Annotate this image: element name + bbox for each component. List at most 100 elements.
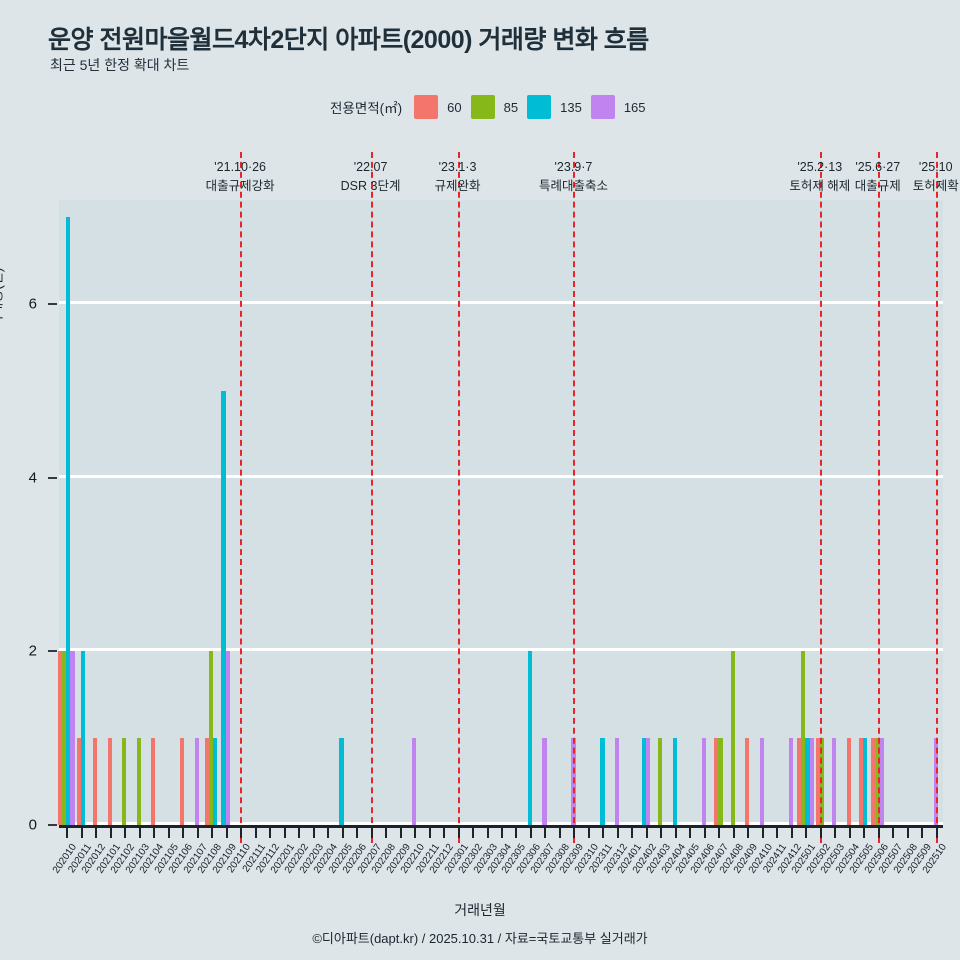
x-tick-202310 [587, 825, 590, 838]
x-tick-202302 [472, 825, 475, 838]
bar-202102-85[interactable] [122, 738, 127, 825]
bar-202503-165[interactable] [832, 738, 837, 825]
x-tick-202509 [921, 825, 924, 838]
bar-202109-135[interactable] [221, 390, 226, 825]
x-tick-202311 [602, 825, 605, 838]
bar-202505-135[interactable] [863, 738, 868, 825]
bar-202010-165[interactable] [70, 651, 75, 825]
x-tick-202103 [138, 825, 141, 838]
bar-202108-85[interactable] [209, 651, 214, 825]
bar-202103-85[interactable] [136, 738, 141, 825]
x-tick-202504 [848, 825, 851, 838]
bar-202210-165[interactable] [411, 738, 417, 825]
x-tick-202501 [805, 825, 808, 838]
x-tick-202508 [906, 825, 909, 838]
x-tick-202202 [298, 825, 301, 838]
bar-202504-60[interactable] [846, 738, 851, 825]
legend-item-165[interactable]: 165 [590, 95, 646, 119]
bar-202011-135[interactable] [80, 651, 85, 825]
bar-202505-60[interactable] [859, 738, 864, 825]
bar-202502-60[interactable] [815, 738, 820, 825]
legend-item-85[interactable]: 85 [470, 95, 518, 119]
x-tick-202411 [776, 825, 779, 838]
x-tick-202207 [370, 825, 373, 838]
bar-202501-60[interactable] [796, 738, 802, 825]
bar-202011-60[interactable] [76, 738, 81, 825]
x-tick-202210 [414, 825, 417, 838]
bar-202406-165[interactable] [701, 738, 706, 825]
legend-item-60[interactable]: 60 [414, 95, 462, 119]
gridline-6 [59, 301, 943, 305]
x-tick-202307 [544, 825, 547, 838]
y-tick-label-0: 0 [28, 816, 37, 834]
bar-202101-60[interactable] [107, 738, 112, 825]
event-line-202110 [240, 152, 243, 843]
x-tick-202309 [573, 825, 576, 838]
bar-202404-135[interactable] [672, 738, 677, 825]
bar-202501-165[interactable] [809, 738, 814, 825]
bar-202408-85[interactable] [730, 651, 735, 825]
bar-202010-135[interactable] [66, 217, 71, 825]
bar-202510-165[interactable] [933, 738, 938, 825]
bar-202506-60[interactable] [871, 738, 876, 825]
bar-202106-60[interactable] [180, 738, 185, 825]
x-tick-202507 [892, 825, 895, 838]
bar-202104-60[interactable] [151, 738, 156, 825]
x-tick-202112 [269, 825, 272, 838]
x-tick-202011 [80, 825, 83, 838]
x-tick-202012 [95, 825, 98, 838]
legend-swatch-135 [527, 95, 552, 119]
bar-202506-85[interactable] [875, 738, 880, 825]
x-tick-202205 [341, 825, 344, 838]
bar-202010-60[interactable] [57, 651, 63, 825]
x-tick-202502 [819, 825, 822, 838]
gridline-0 [59, 822, 943, 825]
bar-202205-135[interactable] [339, 738, 344, 825]
bar-202407-60[interactable] [714, 738, 719, 825]
bar-202109-165[interactable] [225, 651, 230, 825]
bar-202402-165[interactable] [645, 738, 651, 825]
bar-202108-60[interactable] [204, 738, 210, 825]
x-tick-202211 [428, 825, 431, 838]
bar-202311-135[interactable] [600, 738, 605, 825]
event-annotation-202309: '23.9·7 특례대출축소 [539, 158, 608, 197]
page-title: 운양 전원마을월드4차2단지 아파트(2000) 거래량 변화 흐름 [48, 26, 649, 54]
x-tick-202308 [558, 825, 561, 838]
x-tick-202101 [109, 825, 112, 838]
x-tick-202312 [616, 825, 619, 838]
bar-202403-85[interactable] [658, 738, 663, 825]
bar-202402-135[interactable] [641, 738, 646, 825]
bar-202412-165[interactable] [788, 738, 793, 825]
bar-202010-85[interactable] [62, 651, 67, 825]
bar-202306-135[interactable] [527, 651, 533, 825]
x-tick-202301 [457, 825, 460, 838]
bar-202309-165[interactable] [571, 738, 576, 825]
event-date-202207: '22.07 [353, 160, 388, 174]
bar-202410-165[interactable] [759, 738, 764, 825]
bar-202501-135[interactable] [805, 738, 810, 825]
event-line-202309 [573, 152, 576, 843]
x-tick-202503 [834, 825, 837, 838]
page-subtitle: 최근 5년 한정 확대 차트 [50, 57, 190, 73]
x-tick-202401 [631, 825, 634, 838]
event-date-202110: '21.10·26 [214, 160, 267, 174]
bar-202502-85[interactable] [819, 738, 824, 825]
bar-202407-85[interactable] [718, 738, 723, 825]
legend-item-135[interactable]: 135 [527, 95, 582, 119]
x-tick-202409 [747, 825, 750, 838]
x-tick-202404 [674, 825, 677, 838]
x-tick-202303 [486, 825, 489, 838]
x-tick-202110 [240, 825, 243, 838]
bar-202108-135[interactable] [213, 738, 218, 825]
bar-202409-60[interactable] [745, 738, 750, 825]
bar-202501-85[interactable] [801, 651, 806, 825]
bar-202107-165[interactable] [194, 738, 199, 825]
bar-202012-60[interactable] [93, 738, 98, 825]
x-tick-202105 [167, 825, 170, 838]
y-tick-0 [48, 824, 57, 826]
bar-202312-165[interactable] [614, 738, 620, 825]
event-date-202502: '25.2·13 [797, 160, 843, 174]
x-tick-202107 [196, 825, 199, 838]
bar-202506-165[interactable] [879, 738, 885, 825]
bar-202307-165[interactable] [542, 738, 547, 825]
